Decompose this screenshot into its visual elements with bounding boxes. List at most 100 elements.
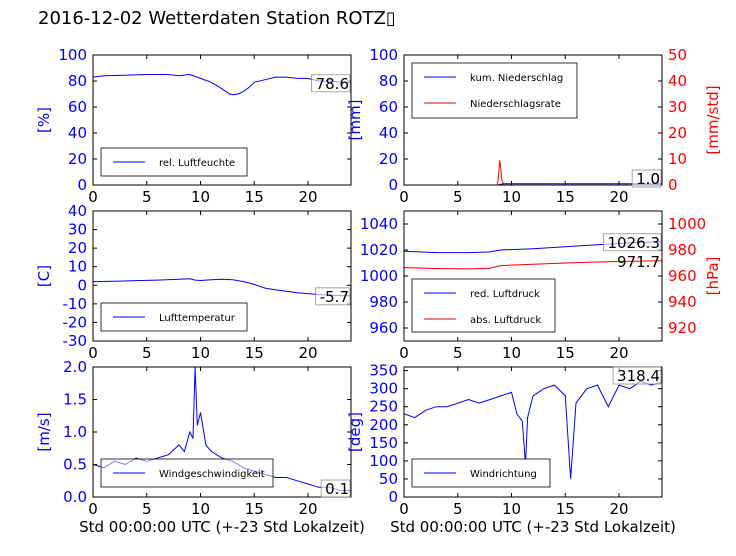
y-tick-label-1-2: 40 xyxy=(379,124,398,142)
y-tick-label-5-0: 0 xyxy=(388,488,398,506)
y-tick-label-4-3: 1.5 xyxy=(63,391,87,409)
legend-entry-1-0: kum. Niederschlag xyxy=(470,73,563,84)
y-tick-label-5-7: 350 xyxy=(369,362,398,380)
y-tick-label-3-2: 1000 xyxy=(360,267,398,285)
x-tick-label-4-2: 10 xyxy=(191,500,210,518)
y-tick-label-4-2: 1.0 xyxy=(63,423,87,441)
y2-tick-label-1-3: 30 xyxy=(668,98,687,116)
last-value-0: 78.6 xyxy=(316,75,349,93)
x-tick-label-5-1: 5 xyxy=(453,500,463,518)
last-value-2: -5.7 xyxy=(320,288,349,306)
last-value2-1: 0 xyxy=(650,170,660,188)
x-tick-label-4-4: 20 xyxy=(298,500,317,518)
y2-tick-label-3-1: 940 xyxy=(668,293,697,311)
y2-tick-label-1-5: 50 xyxy=(668,46,687,64)
y2-tick-label-3-2: 960 xyxy=(668,267,697,285)
axes-frame-0 xyxy=(92,54,352,186)
x-tick-label-0-4: 20 xyxy=(298,188,317,206)
x-tick-label-1-0: 0 xyxy=(399,188,409,206)
legend-entry-1-1: Niederschlagsrate xyxy=(470,99,561,110)
last-value-1: 1.0 xyxy=(636,170,660,188)
y-tick-label-5-4: 200 xyxy=(369,416,398,434)
x-tick-label-1-3: 15 xyxy=(556,188,575,206)
y-tick-label-5-3: 150 xyxy=(369,434,398,452)
y-tick-label-5-1: 50 xyxy=(379,470,398,488)
x-tick-label-2-2: 10 xyxy=(191,344,210,362)
y-axis-label-0: [%] xyxy=(35,107,53,133)
y-tick-label-0-3: 60 xyxy=(68,98,87,116)
legend-entry-0-0: rel. Luftfeuchte xyxy=(159,158,235,169)
x-tick-label-3-3: 15 xyxy=(556,344,575,362)
y-axis-label-5: [deg] xyxy=(346,412,364,452)
x-tick-label-5-3: 15 xyxy=(556,500,575,518)
y-tick-label-2-0: -30 xyxy=(63,332,88,350)
y2-axis-label-1: [mm/std] xyxy=(704,85,722,154)
y-tick-label-2-7: 40 xyxy=(68,202,87,220)
y-tick-label-2-1: -20 xyxy=(63,313,88,331)
x-tick-label-1-2: 10 xyxy=(502,188,521,206)
x-tick-label-4-1: 5 xyxy=(142,500,152,518)
y2-tick-label-1-0: 0 xyxy=(668,176,678,194)
y2-axis-label-3: [hPa] xyxy=(704,257,722,296)
y-tick-label-1-5: 100 xyxy=(369,46,398,64)
legend-entry-3-0: red. Luftdruck xyxy=(470,289,540,300)
y-tick-label-3-3: 1020 xyxy=(360,241,398,259)
last-value-3: 1026.3 xyxy=(608,234,661,252)
legend-entry-3-1: abs. Luftdruck xyxy=(470,315,541,326)
x-tick-label-3-4: 20 xyxy=(609,344,628,362)
y-tick-label-4-1: 0.5 xyxy=(63,456,87,474)
x-axis-label-5: Std 00:00:00 UTC (+-23 Std Lokalzeit) xyxy=(390,518,676,536)
y-axis-label-2: [C] xyxy=(35,265,53,287)
y-tick-label-2-3: 0 xyxy=(77,276,87,294)
y2-tick-label-1-2: 20 xyxy=(668,124,687,142)
axes-frame-2 xyxy=(92,210,352,342)
x-tick-label-3-0: 0 xyxy=(399,344,409,362)
y-tick-label-3-1: 980 xyxy=(369,293,398,311)
x-tick-label-2-1: 5 xyxy=(142,344,152,362)
y2-tick-label-3-4: 1000 xyxy=(668,215,706,233)
y-tick-label-0-1: 20 xyxy=(68,150,87,168)
y-tick-label-5-6: 300 xyxy=(369,380,398,398)
last-value-box-0 xyxy=(311,74,351,93)
x-tick-label-5-0: 0 xyxy=(399,500,409,518)
x-tick-label-0-2: 10 xyxy=(191,188,210,206)
y-tick-label-2-2: -10 xyxy=(63,295,88,313)
series-line-2-0 xyxy=(93,278,351,297)
y-tick-label-2-4: 10 xyxy=(68,258,87,276)
x-tick-label-2-3: 15 xyxy=(245,344,264,362)
x-tick-label-5-4: 20 xyxy=(609,500,628,518)
y2-tick-label-1-1: 10 xyxy=(668,150,687,168)
last-value-5: 318.4 xyxy=(617,367,660,385)
x-tick-label-4-3: 15 xyxy=(245,500,264,518)
last-value-box-2 xyxy=(315,287,351,306)
y-tick-label-3-4: 1040 xyxy=(360,215,398,233)
y-tick-label-1-4: 80 xyxy=(379,72,398,90)
figure-title: 2016-12-02 Wetterdaten Station ROTZ▯ xyxy=(38,8,396,29)
y-axis-label-1: [mm] xyxy=(346,100,364,141)
last-value-box-3 xyxy=(603,233,662,252)
y-tick-label-1-3: 60 xyxy=(379,98,398,116)
x-tick-label-4-0: 0 xyxy=(88,500,98,518)
x-tick-label-2-0: 0 xyxy=(88,344,98,362)
axes-frame-5 xyxy=(403,366,663,498)
series-line-1-1 xyxy=(404,160,662,185)
last-value2-3: 971.7 xyxy=(617,253,660,271)
legend-box-3 xyxy=(411,278,556,333)
y-tick-label-2-5: 20 xyxy=(68,239,87,257)
legend-entry-2-0: Lufttemperatur xyxy=(159,313,236,324)
y2-tick-label-3-0: 920 xyxy=(668,319,697,337)
last-value-box-4 xyxy=(320,479,351,498)
legend-box-1 xyxy=(411,62,578,119)
y-tick-label-5-2: 100 xyxy=(369,452,398,470)
y-tick-label-1-1: 20 xyxy=(379,150,398,168)
legend-box-0 xyxy=(100,147,248,177)
axes-frame-1 xyxy=(403,54,663,186)
y-tick-label-4-4: 2.0 xyxy=(63,358,87,376)
x-axis-label-4: Std 00:00:00 UTC (+-23 Std Lokalzeit) xyxy=(79,518,365,536)
series-line-3-1 xyxy=(404,260,662,270)
last-value-box-5 xyxy=(612,366,662,385)
y-tick-label-5-5: 250 xyxy=(369,398,398,416)
x-tick-label-0-1: 5 xyxy=(142,188,152,206)
